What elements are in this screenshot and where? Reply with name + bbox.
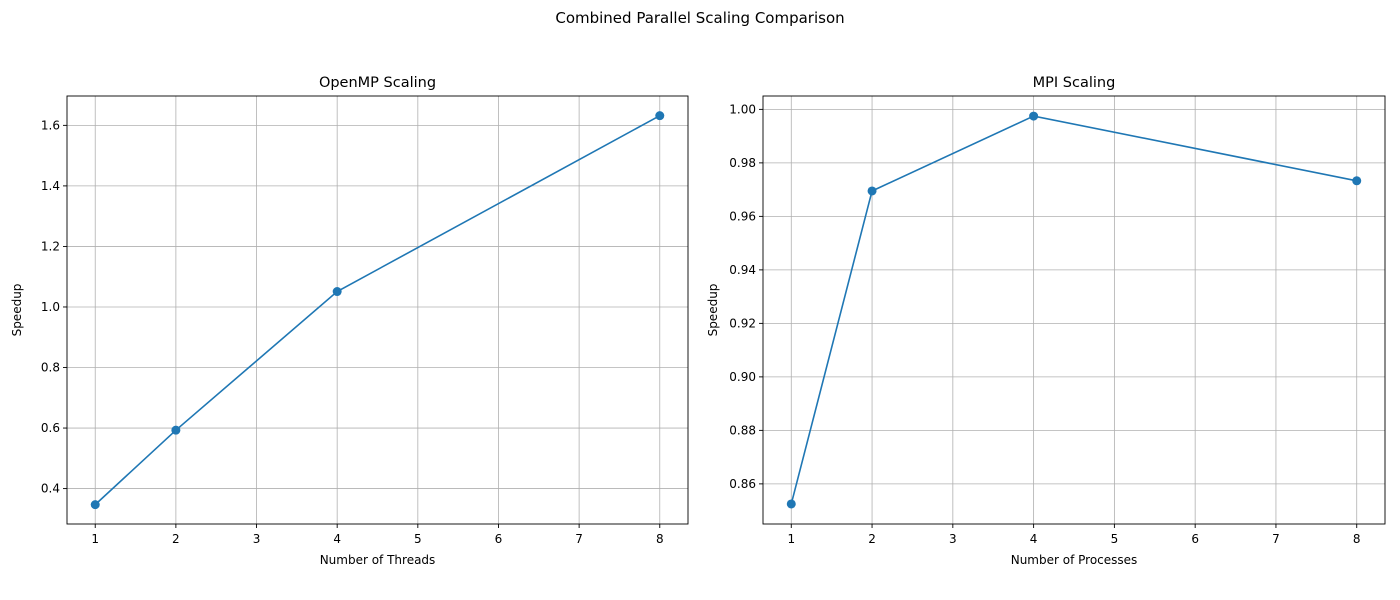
openmp-xtick-label-3: 4 xyxy=(333,532,341,546)
mpi-ytick-label-4: 0.94 xyxy=(729,263,756,277)
mpi-xtick-label-1: 2 xyxy=(868,532,876,546)
mpi-ytick-label-6: 0.98 xyxy=(729,156,756,170)
openmp-ytick-label-0: 0.4 xyxy=(41,482,60,496)
mpi-xtick-label-4: 5 xyxy=(1111,532,1119,546)
openmp-xtick-label-4: 5 xyxy=(414,532,422,546)
openmp-xlabel: Number of Threads xyxy=(320,553,436,567)
openmp-point-1 xyxy=(171,425,181,435)
mpi-xtick-label-3: 4 xyxy=(1030,532,1038,546)
mpi-point-2 xyxy=(1029,111,1039,121)
mpi-ytick-label-3: 0.92 xyxy=(729,316,756,330)
mpi-point-1 xyxy=(867,186,877,196)
openmp-xtick-label-0: 1 xyxy=(91,532,99,546)
mpi-point-0 xyxy=(786,499,796,509)
mpi-point-3 xyxy=(1352,176,1362,186)
mpi-ytick-label-1: 0.88 xyxy=(729,423,756,437)
openmp-point-3 xyxy=(655,111,665,121)
mpi-ytick-label-5: 0.96 xyxy=(729,209,756,223)
mpi-chart: 1 2 3 4 5 6 7 8 0.86 0.88 0.90 0.92 0.94 0.96 0.98 1.00… xyxy=(706,75,1386,567)
openmp-ytick-label-4: 1.2 xyxy=(41,239,60,253)
openmp-xtick-label-1: 2 xyxy=(172,532,180,546)
mpi-xtick-label-5: 6 xyxy=(1191,532,1199,546)
openmp-ytick-label-6: 1.6 xyxy=(41,118,60,132)
mpi-ytick-label-7: 1.00 xyxy=(729,102,756,116)
mpi-ylabel: Speedup xyxy=(706,284,720,337)
openmp-ytick-label-5: 1.4 xyxy=(41,179,60,193)
openmp-chart: 1 2 3 4 5 6 7 8 0.4 0.6 0.8 1.0 1.2 1.4 1.6 OpenMP Scal… xyxy=(10,75,689,567)
mpi-series-line xyxy=(790,115,1357,505)
mpi-ytick-label-2: 0.90 xyxy=(729,370,756,384)
openmp-ylabel: Speedup xyxy=(10,284,24,337)
mpi-xlabel: Number of Processes xyxy=(1011,553,1138,567)
openmp-point-0 xyxy=(90,500,100,510)
openmp-series-line xyxy=(94,114,661,506)
mpi-ytick-label-0: 0.86 xyxy=(729,477,756,491)
openmp-title: OpenMP Scaling xyxy=(319,75,436,91)
openmp-ytick-label-3: 1.0 xyxy=(41,300,60,314)
openmp-axes-frame xyxy=(66,95,689,525)
openmp-ytick-label-2: 0.8 xyxy=(41,361,60,375)
openmp-ytick-label-1: 0.6 xyxy=(41,421,60,435)
mpi-xtick-label-0: 1 xyxy=(787,532,795,546)
mpi-xtick-label-7: 8 xyxy=(1353,532,1361,546)
openmp-xtick-label-2: 3 xyxy=(253,532,261,546)
openmp-xtick-label-5: 6 xyxy=(495,532,503,546)
openmp-point-2 xyxy=(332,287,342,297)
mpi-title: MPI Scaling xyxy=(1033,75,1116,91)
mpi-xtick-label-2: 3 xyxy=(949,532,957,546)
openmp-xtick-label-6: 7 xyxy=(575,532,583,546)
mpi-xtick-label-6: 7 xyxy=(1272,532,1280,546)
figure-suptitle: Combined Parallel Scaling Comparison xyxy=(555,9,845,27)
mpi-axes-frame xyxy=(762,95,1386,525)
openmp-xtick-label-7: 8 xyxy=(656,532,664,546)
